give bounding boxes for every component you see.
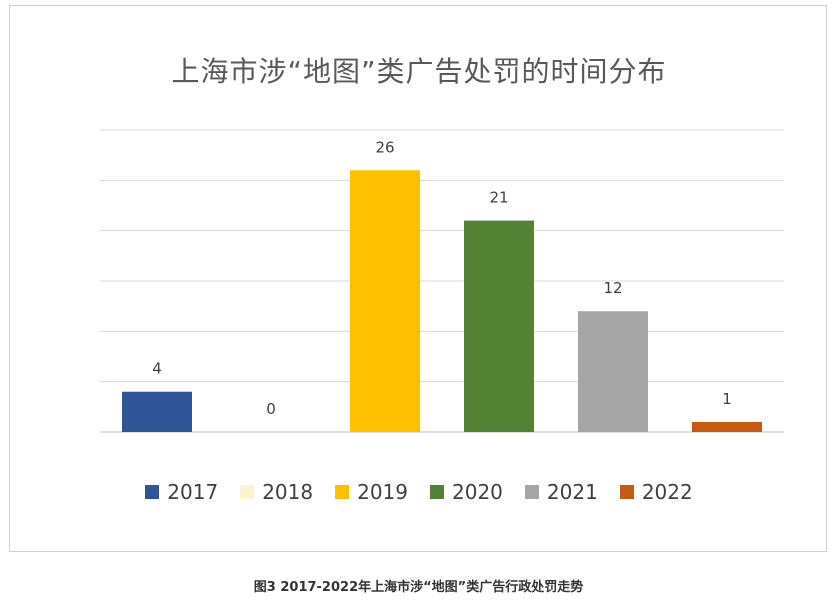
legend-item-2018: 2018 (240, 480, 313, 504)
bar-2022 (692, 421, 762, 432)
legend-swatch-2021 (524, 485, 539, 499)
data-label-2019: 26 (375, 138, 394, 156)
legend-swatch-2019 (335, 485, 350, 499)
plot-area: 4 0 26 21 12 1 (100, 129, 784, 433)
legend: 2017 2018 2019 2020 2021 2022 (10, 480, 828, 504)
legend-label-2017: 2017 (167, 480, 219, 504)
legend-item-2017: 2017 (145, 480, 218, 504)
legend-item-2020: 2020 (430, 480, 503, 504)
data-label-2022: 1 (722, 390, 732, 408)
legend-label-2019: 2019 (357, 480, 408, 504)
bar-2017 (122, 391, 192, 432)
legend-label-2022: 2022 (641, 480, 693, 504)
legend-label-2021: 2021 (546, 480, 598, 504)
figure-caption: 图3 2017-2022年上海市涉“地图”类广告行政处罚走势 (253, 580, 584, 595)
chart-title: 上海市涉“地图”类广告处罚的时间分布 (171, 55, 667, 88)
legend-swatch-2018 (240, 485, 255, 499)
legend-swatch-2020 (430, 485, 444, 499)
legend-label-2018: 2018 (262, 480, 314, 504)
data-label-2021: 12 (603, 279, 622, 297)
legend-item-2019: 2019 (335, 480, 408, 504)
legend-item-2022: 2022 (619, 480, 693, 504)
bar-2019 (350, 170, 420, 432)
bar-2020 (464, 220, 534, 432)
legend-swatch-2017 (145, 485, 160, 499)
chart-frame: 上海市涉“地图”类广告处罚的时间分布 4 0 26 21 12 1 2017 2018 201… (9, 5, 827, 552)
legend-item-2021: 2021 (524, 480, 598, 504)
legend-label-2020: 2020 (452, 480, 503, 504)
legend-swatch-2022 (619, 485, 634, 499)
data-label-2017: 4 (152, 360, 162, 378)
bar-2021 (578, 311, 648, 432)
data-label-2018: 0 (266, 400, 276, 418)
data-label-2020: 21 (489, 189, 508, 207)
